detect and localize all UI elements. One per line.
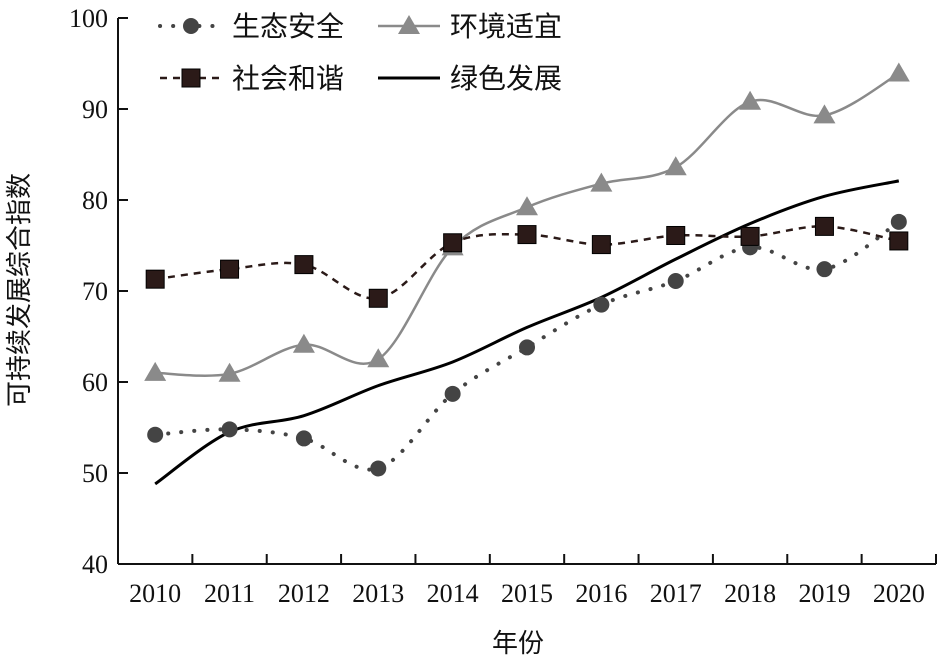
x-tick-label: 2013 <box>352 579 404 608</box>
data-point <box>144 361 167 381</box>
data-point <box>516 196 538 216</box>
data-point <box>593 296 610 313</box>
series-layer <box>144 62 910 486</box>
x-tick-label: 2020 <box>873 579 925 608</box>
series-line <box>155 225 900 300</box>
data-point <box>667 272 684 289</box>
legend-swatch-marker <box>183 18 199 34</box>
x-tick-label: 2012 <box>278 579 330 608</box>
data-point <box>368 288 388 308</box>
data-point <box>221 421 238 438</box>
data-point <box>295 430 312 447</box>
x-tick-label: 2014 <box>427 579 479 608</box>
x-axis-title: 年份 <box>492 629 544 659</box>
legend-item: 社会和谐 <box>160 62 344 95</box>
data-point <box>887 62 910 82</box>
series-1 <box>144 62 910 382</box>
y-tick-label: 40 <box>82 550 108 579</box>
x-tick-label: 2010 <box>129 579 181 608</box>
x-tick-label: 2015 <box>501 579 553 608</box>
data-point <box>889 231 909 251</box>
y-tick-label: 90 <box>82 95 108 124</box>
series-3 <box>154 179 900 486</box>
x-tick-label: 2016 <box>575 579 627 608</box>
data-point <box>816 261 833 278</box>
x-tick-label: 2011 <box>204 579 255 608</box>
series-2 <box>145 216 909 308</box>
legend-item: 绿色发展 <box>378 62 562 95</box>
legend-label: 生态安全 <box>232 10 344 43</box>
y-tick-label: 50 <box>82 459 108 488</box>
series-line <box>154 179 900 486</box>
x-tick-label: 2017 <box>650 579 702 608</box>
x-tick-label: 2018 <box>724 579 776 608</box>
data-point <box>890 213 907 230</box>
legend-label: 绿色发展 <box>450 62 562 95</box>
data-point <box>740 226 760 246</box>
data-point <box>590 172 613 192</box>
data-point <box>666 225 686 245</box>
data-point <box>444 385 461 402</box>
legend-item: 环境适宜 <box>378 10 562 43</box>
y-axis-title: 可持续发展综合指数 <box>5 173 35 407</box>
y-tick-label: 70 <box>82 277 108 306</box>
data-point <box>814 216 834 236</box>
legend-item: 生态安全 <box>158 10 344 43</box>
series-0 <box>147 213 907 477</box>
data-point <box>218 362 241 382</box>
data-point <box>664 156 687 176</box>
data-point <box>145 269 165 289</box>
series-line <box>155 72 900 377</box>
data-point <box>517 225 537 245</box>
data-point <box>370 460 387 477</box>
data-point <box>813 104 836 124</box>
data-point <box>519 339 535 356</box>
y-axis-ticks: 40 50 60 70 80 90 100 <box>69 4 128 579</box>
y-tick-label: 80 <box>82 186 108 215</box>
data-point <box>294 255 314 275</box>
data-point <box>443 233 463 253</box>
data-point <box>739 90 762 110</box>
data-point <box>147 426 164 443</box>
data-point <box>591 235 611 255</box>
data-point <box>292 333 315 353</box>
x-axis-ticks: 2010 2011 2012 2013 2014 2015 2016 2017 2018 2019… <box>117 554 937 608</box>
legend-swatch-marker <box>398 15 420 34</box>
axes <box>117 18 936 565</box>
data-point <box>367 348 390 368</box>
legend-label: 环境适宜 <box>450 10 562 43</box>
legend-swatch-marker <box>181 68 201 88</box>
y-tick-label: 100 <box>69 4 108 33</box>
data-point <box>220 259 240 279</box>
y-tick-label: 60 <box>82 368 108 397</box>
legend-label: 社会和谐 <box>232 62 344 95</box>
x-tick-label: 2019 <box>798 579 850 608</box>
